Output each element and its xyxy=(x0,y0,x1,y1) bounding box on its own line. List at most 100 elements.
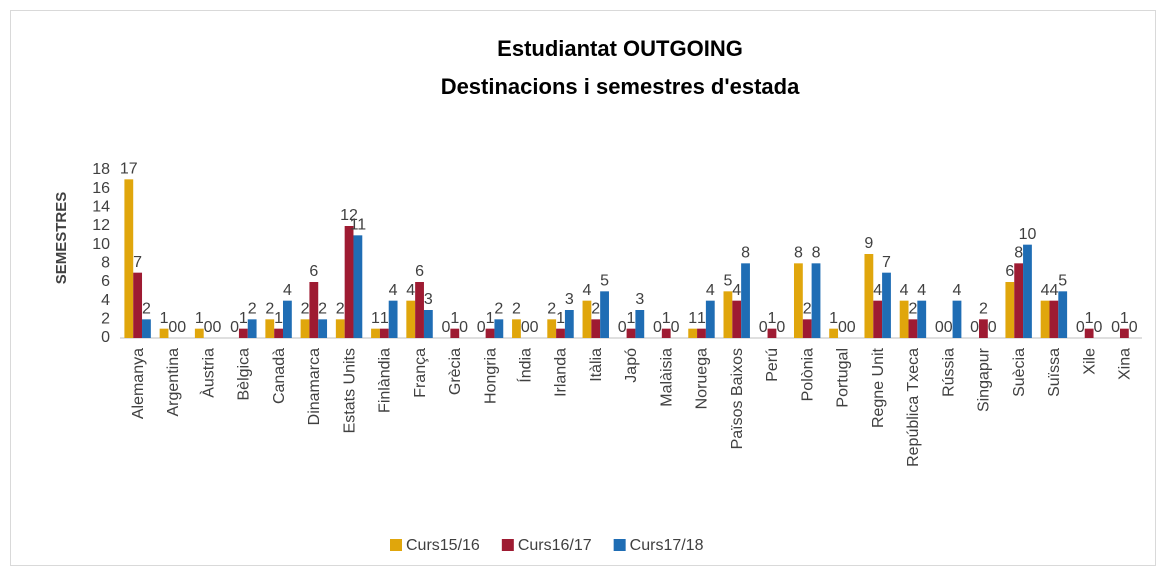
x-tick-label: Índia xyxy=(515,348,534,383)
bar xyxy=(1119,328,1129,338)
data-label: 1 xyxy=(697,310,706,327)
bar xyxy=(873,300,883,338)
bar xyxy=(864,254,874,338)
bar xyxy=(635,310,645,338)
x-tick-label: Xina xyxy=(1117,348,1134,380)
data-label: 1 xyxy=(160,310,169,327)
data-label: 0 xyxy=(671,319,680,336)
x-tick-label: Argentina xyxy=(165,348,182,417)
data-label: 8 xyxy=(1014,245,1023,262)
bar xyxy=(556,328,565,338)
data-label: 5 xyxy=(600,273,609,290)
data-label: 9 xyxy=(864,235,873,252)
data-label: 4 xyxy=(900,282,909,299)
bar xyxy=(811,263,821,338)
data-label: 3 xyxy=(635,291,644,308)
data-label: 10 xyxy=(1019,226,1037,243)
chart-subtitle: Destinacions i semestres d'estada xyxy=(441,74,800,99)
bar xyxy=(917,300,927,338)
data-label: 2 xyxy=(318,301,327,318)
bar xyxy=(247,319,257,338)
data-label: 1 xyxy=(239,310,248,327)
bar xyxy=(344,226,354,338)
y-tick-label: 16 xyxy=(92,180,110,197)
data-label: 4 xyxy=(1049,282,1058,299)
bar xyxy=(512,319,521,338)
data-label: 1 xyxy=(371,310,380,327)
data-label: 0 xyxy=(521,319,530,336)
bar xyxy=(952,300,962,338)
bar xyxy=(767,328,777,338)
data-label: 2 xyxy=(494,301,503,318)
data-label: 17 xyxy=(120,161,138,178)
bar xyxy=(564,310,574,338)
data-label: 1 xyxy=(380,310,389,327)
bar xyxy=(274,328,283,338)
data-label: 4 xyxy=(389,282,398,299)
data-label: 0 xyxy=(530,319,539,336)
data-label: 0 xyxy=(1076,319,1085,336)
data-label: 1 xyxy=(627,310,636,327)
bar xyxy=(882,272,891,338)
data-label: 0 xyxy=(988,319,997,336)
data-label: 0 xyxy=(212,319,221,336)
x-tick-label: Suècia xyxy=(1011,348,1028,397)
data-label: 2 xyxy=(803,301,812,318)
data-label: 4 xyxy=(582,282,591,299)
data-label: 1 xyxy=(829,310,838,327)
y-tick-label: 14 xyxy=(92,199,110,216)
data-label: 0 xyxy=(944,319,953,336)
bar xyxy=(423,310,433,338)
bar xyxy=(600,291,609,338)
y-tick-label: 4 xyxy=(101,292,110,309)
bar xyxy=(1014,263,1024,338)
bar xyxy=(723,291,733,338)
data-label: 0 xyxy=(1129,319,1138,336)
x-tick-label: Estats Units xyxy=(341,348,358,433)
bar xyxy=(661,328,671,338)
y-tick-label: 6 xyxy=(101,273,110,290)
data-label: 1 xyxy=(556,310,565,327)
legend-label: Curs15/16 xyxy=(406,537,480,554)
bar xyxy=(379,328,389,338)
data-label: 11 xyxy=(350,217,367,234)
bar xyxy=(309,282,319,338)
bar xyxy=(547,319,557,338)
data-label: 0 xyxy=(838,319,847,336)
data-label: 2 xyxy=(301,301,310,318)
bar xyxy=(371,328,380,338)
x-tick-label: República Txeca xyxy=(905,348,922,467)
x-tick-label: França xyxy=(412,348,429,398)
data-label: 4 xyxy=(706,282,715,299)
data-label: 1 xyxy=(450,310,459,327)
y-tick-label: 12 xyxy=(92,217,110,234)
data-label: 4 xyxy=(953,282,962,299)
x-tick-label: Països Baixos xyxy=(729,348,746,449)
data-label: 0 xyxy=(618,319,627,336)
x-tick-label: Portugal xyxy=(835,348,852,408)
bar xyxy=(732,300,742,338)
data-label: 8 xyxy=(794,245,803,262)
bar xyxy=(282,300,292,338)
bar xyxy=(388,300,398,338)
x-tick-label: Malàisia xyxy=(658,348,675,407)
data-label: 0 xyxy=(935,319,944,336)
x-tick-label: Singapur xyxy=(976,347,993,412)
y-tick-label: 0 xyxy=(101,329,110,346)
legend-swatch xyxy=(501,539,514,551)
bar xyxy=(133,272,143,338)
bar xyxy=(335,319,345,338)
x-tick-label: Canadà xyxy=(271,348,288,404)
data-label: 1 xyxy=(1085,310,1094,327)
data-label: 0 xyxy=(168,319,177,336)
data-label: 6 xyxy=(309,263,318,280)
y-tick-label: 8 xyxy=(101,255,110,272)
y-tick-label: 18 xyxy=(92,161,110,178)
chart-border xyxy=(10,10,1156,566)
data-label: 0 xyxy=(442,319,451,336)
bar xyxy=(415,282,424,338)
data-label: 0 xyxy=(847,319,856,336)
data-label: 5 xyxy=(1058,273,1067,290)
x-tick-label: Irlanda xyxy=(553,348,570,397)
